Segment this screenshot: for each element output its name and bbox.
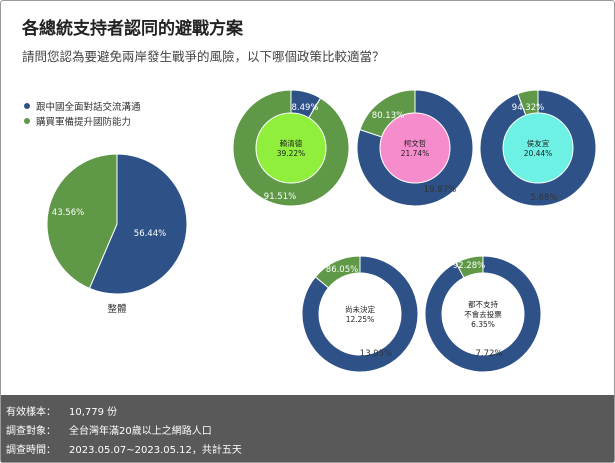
- donut-center-share: 12.25%: [346, 315, 375, 324]
- legend-item-armament: 購買軍備提升國防能力: [24, 113, 141, 128]
- donut-center-label: 都不支持: [468, 299, 498, 309]
- slice-value-label: 94.32%: [512, 103, 544, 113]
- donut-center-label: 侯友宜: [527, 138, 550, 148]
- donut-center: [441, 272, 525, 356]
- footer-label: 有效樣本：: [6, 407, 56, 418]
- legend-item-dialogue: 跟中國全面對話交流溝通: [24, 98, 141, 113]
- legend: 跟中國全面對話交流溝通 購買軍備提升國防能力: [24, 98, 141, 128]
- donut-center-label: 柯文哲: [404, 138, 427, 148]
- pie-slice: [356, 89, 474, 207]
- donut-center: [255, 112, 327, 184]
- donut-center: [379, 112, 451, 184]
- footer-value: 2023.05.07~2023.05.12，共計五天: [69, 445, 242, 456]
- footer-row-target: 調查對象： 全台灣年滿20歲以上之網路人口: [1, 420, 614, 439]
- donut-center-label: 賴清德: [280, 138, 303, 148]
- slice-value-label: 7.72%: [475, 349, 502, 359]
- chart-title: 各總統支持者認同的避戰方案: [22, 19, 243, 39]
- donut-center-share: 6.35%: [471, 320, 495, 329]
- footer-label: 調查對象：: [6, 426, 56, 437]
- legend-label-dialogue: 跟中國全面對話交流溝通: [36, 101, 141, 113]
- footer-value: 10,779 份: [69, 407, 118, 418]
- slice-value-label: 91.51%: [264, 192, 296, 202]
- slice-value-label: 43.56%: [52, 208, 84, 218]
- chart-subtitle: 請問您認為要避免兩岸發生戰爭的風險，以下哪個政策比較適當？: [22, 49, 385, 64]
- legend-swatch-armament: [24, 117, 30, 124]
- legend-swatch-dialogue: [24, 102, 30, 109]
- donut-center-label: 不會去投票: [464, 309, 502, 319]
- survey-info-footer: 有效樣本： 10,779 份 調查對象： 全台灣年滿20歲以上之網路人口 調查時…: [1, 395, 614, 462]
- legend-label-armament: 購買軍備提升國防能力: [36, 116, 132, 128]
- pie-slice: [88, 153, 188, 295]
- footer-label: 調查時間：: [6, 445, 56, 456]
- donut-center-label: 尚未決定: [345, 304, 375, 314]
- slice-value-label: 80.13%: [372, 111, 404, 121]
- footer-value: 全台灣年滿20歲以上之網路人口: [69, 426, 212, 437]
- pie-slice: [46, 153, 118, 290]
- slice-value-label: 19.87%: [424, 185, 456, 195]
- slice-value-label: 56.44%: [134, 229, 166, 239]
- donut-center-share: 20.44%: [524, 149, 553, 158]
- donut-center: [318, 272, 402, 356]
- donut-center-share: 39.22%: [277, 149, 306, 158]
- pie-caption: 整體: [107, 303, 127, 315]
- slice-value-label: 13.95%: [360, 349, 392, 359]
- slice-value-label: 5.68%: [530, 193, 557, 203]
- donut-center: [502, 112, 574, 184]
- slice-value-label: 92.28%: [453, 261, 485, 271]
- donut-center-share: 21.74%: [401, 149, 430, 158]
- footer-row-period: 調查時間： 2023.05.07~2023.05.12，共計五天: [1, 439, 614, 458]
- slice-value-label: 86.05%: [326, 265, 358, 275]
- slice-value-label: 8.49%: [291, 103, 318, 113]
- footer-row-sample: 有效樣本： 10,779 份: [1, 401, 614, 420]
